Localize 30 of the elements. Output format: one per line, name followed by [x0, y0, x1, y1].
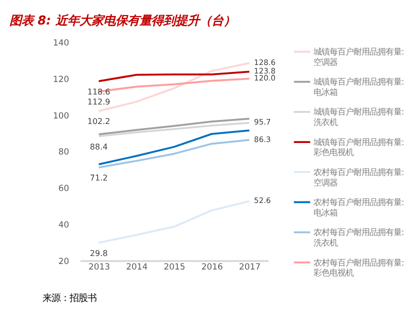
chart-title: 图表 8: 近年大家电保有量得到提升（台）: [9, 13, 236, 28]
legend-label: 城镇每百户耐用品拥有量: 彩色电视机: [312, 136, 404, 158]
legend-label: 城镇每百户耐用品拥有量: 洗衣机: [312, 106, 404, 128]
data-label: 120.0: [254, 74, 276, 83]
y-tick-label: 140: [53, 38, 70, 48]
y-tick-label: 20: [58, 256, 70, 266]
y-tick-label: 80: [58, 146, 70, 157]
legend-label: 城镇每百户耐用品拥有量: 电冰箱: [312, 76, 404, 97]
data-label: 52.6: [254, 196, 271, 206]
data-label: 123.8: [254, 66, 276, 76]
x-tick-label: 2014: [126, 262, 148, 272]
y-tick-label: 120: [53, 74, 70, 84]
x-tick-label: 2016: [201, 262, 223, 272]
x-tick-label: 2015: [164, 262, 186, 272]
x-tick-label: 2013: [88, 262, 110, 272]
line-series: [98, 200, 250, 244]
legend-label: 农村每百户耐用品拥有量: 洗衣机: [313, 227, 404, 248]
data-label: 95.7: [254, 118, 271, 127]
data-label: 128.6: [254, 58, 276, 67]
legend-label: 城镇每百户耐用品拥有量: 空调器: [312, 46, 404, 67]
legend-label: 农村每百户耐用品拥有量: 空调器: [313, 166, 404, 188]
y-tick-label: 40: [58, 219, 70, 230]
data-label: 86.3: [254, 134, 271, 144]
source-note: 来源：招股书: [42, 293, 96, 304]
legend-label: 农村每百户耐用品拥有量: 彩色电视机: [313, 257, 404, 278]
y-tick-label: 60: [58, 183, 70, 194]
y-tick-label: 100: [53, 110, 70, 120]
x-tick-label: 2017: [239, 262, 261, 272]
legend-label: 农村每百户耐用品拥有量: 电冰箱: [313, 197, 404, 218]
line-series: [98, 70, 250, 82]
